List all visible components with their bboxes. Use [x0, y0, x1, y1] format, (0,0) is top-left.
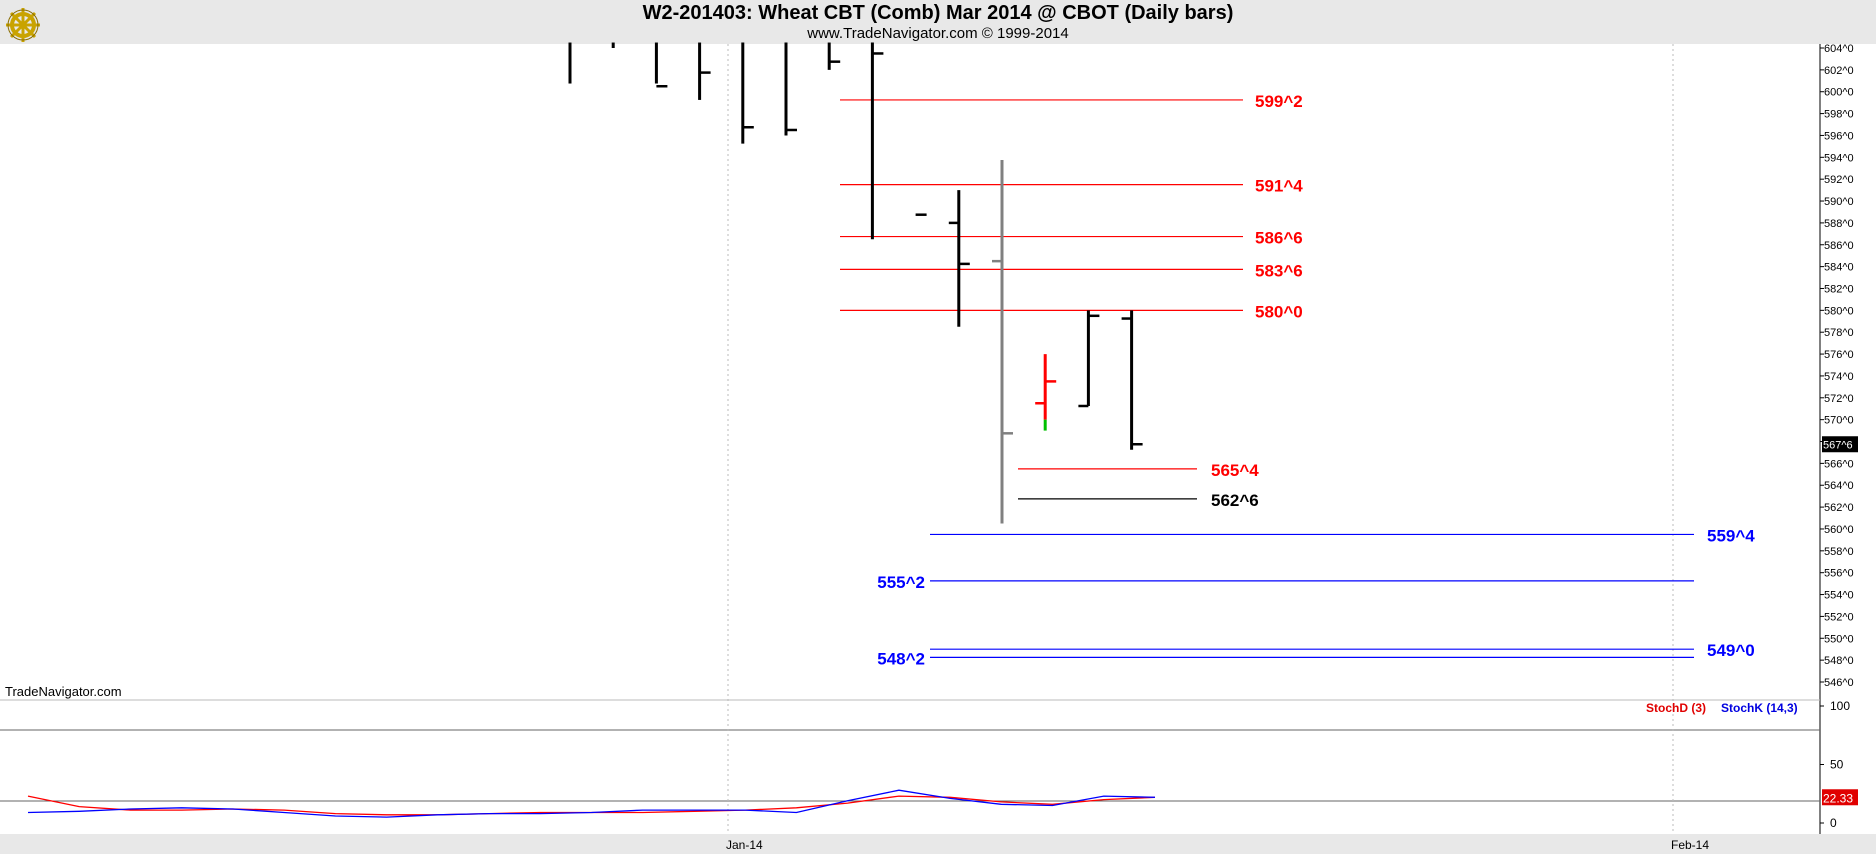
y-tick-label: 594^0 — [1824, 152, 1854, 164]
y-tick-label: 554^0 — [1824, 590, 1854, 602]
header-band — [0, 0, 1876, 44]
y-tick-label: 586^0 — [1824, 240, 1854, 252]
stoch-value-label: 22.33 — [1823, 791, 1853, 805]
x-tick-label: Feb-14 — [1671, 838, 1709, 852]
y-tick-label: 580^0 — [1824, 305, 1854, 317]
y-tick-label: 558^0 — [1824, 546, 1854, 558]
stochk-line — [27, 789, 1156, 818]
level-label: 583^6 — [1255, 261, 1303, 280]
y-tick-label: 546^0 — [1824, 677, 1854, 689]
stoch-y-tick-label: 50 — [1830, 758, 1844, 772]
y-tick-label: 576^0 — [1824, 349, 1854, 361]
legend-stochd: StochD (3) — [1646, 701, 1706, 715]
stoch-y-tick-label: 0 — [1830, 816, 1837, 830]
y-tick-label: 550^0 — [1824, 633, 1854, 645]
level-label: 548^2 — [877, 649, 925, 668]
y-tick-label: 574^0 — [1824, 371, 1854, 383]
current-price-label: 567^6 — [1823, 439, 1853, 451]
y-tick-label: 564^0 — [1824, 480, 1854, 492]
level-label: 591^4 — [1255, 177, 1303, 196]
y-tick-label: 572^0 — [1824, 393, 1854, 405]
y-tick-label: 596^0 — [1824, 130, 1854, 142]
y-tick-label: 562^0 — [1824, 502, 1854, 514]
x-tick-label: Jan-14 — [726, 838, 763, 852]
y-tick-label: 604^0 — [1824, 43, 1854, 55]
level-label: 565^4 — [1211, 461, 1259, 480]
chart-title: W2-201403: Wheat CBT (Comb) Mar 2014 @ C… — [642, 2, 1234, 24]
stoch-y-tick-label: 100 — [1830, 699, 1850, 713]
y-tick-label: 552^0 — [1824, 611, 1854, 623]
level-label: 562^6 — [1211, 491, 1259, 510]
y-tick-label: 598^0 — [1824, 109, 1854, 121]
y-tick-label: 602^0 — [1824, 65, 1854, 77]
level-label: 549^0 — [1707, 641, 1755, 660]
y-tick-label: 566^0 — [1824, 458, 1854, 470]
level-label: 580^0 — [1255, 302, 1303, 321]
y-tick-label: 600^0 — [1824, 87, 1854, 99]
y-tick-label: 556^0 — [1824, 568, 1854, 580]
y-tick-label: 590^0 — [1824, 196, 1854, 208]
legend-stochk: StochK (14,3) — [1721, 701, 1798, 715]
y-tick-label: 584^0 — [1824, 262, 1854, 274]
x-axis-band — [0, 834, 1876, 854]
level-label: 586^6 — [1255, 229, 1303, 248]
y-tick-label: 582^0 — [1824, 283, 1854, 295]
stoch-value-marker — [1822, 789, 1858, 806]
y-tick-label: 588^0 — [1824, 218, 1854, 230]
y-tick-label: 592^0 — [1824, 174, 1854, 186]
y-tick-label: 548^0 — [1824, 655, 1854, 667]
y-tick-label: 578^0 — [1824, 327, 1854, 339]
level-label: 559^4 — [1707, 526, 1755, 545]
level-label: 555^2 — [877, 573, 925, 592]
watermark: TradeNavigator.com — [5, 684, 122, 699]
y-tick-label: 570^0 — [1824, 415, 1854, 427]
level-label: 599^2 — [1255, 92, 1303, 111]
y-tick-label: 560^0 — [1824, 524, 1854, 536]
chart-subtitle: www.TradeNavigator.com © 1999-2014 — [807, 25, 1069, 42]
ship-wheel-logo-icon — [6, 8, 40, 42]
current-price-marker — [1822, 436, 1858, 453]
price-pane-bg — [0, 44, 1820, 698]
